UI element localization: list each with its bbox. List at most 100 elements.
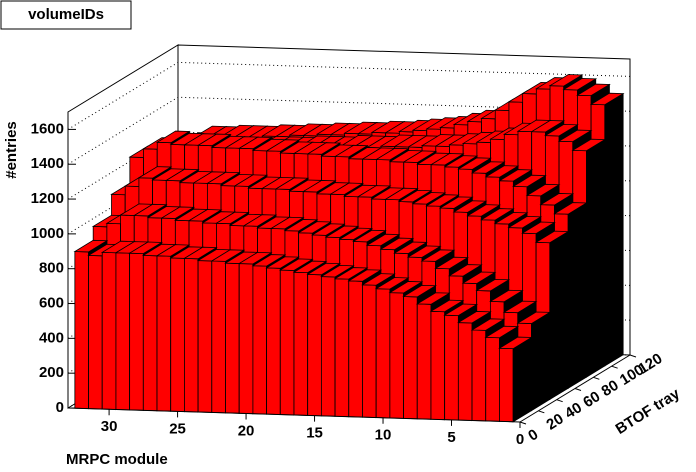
bar-top <box>215 211 250 225</box>
bar-top <box>544 123 579 137</box>
bar-top <box>470 161 506 174</box>
bar-top <box>347 269 383 282</box>
bar-top <box>516 311 552 324</box>
bar-side <box>604 92 624 367</box>
bar-front <box>129 252 144 411</box>
bar-side <box>531 311 551 412</box>
bar-top <box>210 249 246 262</box>
bar-top <box>132 203 168 217</box>
y-tick-label: 40 <box>562 399 585 422</box>
bar-top <box>461 271 497 284</box>
bar-top <box>356 185 392 198</box>
x-tick-label: 20 <box>238 422 255 439</box>
bar-top <box>329 182 365 196</box>
bar-top <box>393 241 428 254</box>
bar-front <box>334 278 350 418</box>
bar-front <box>403 296 418 420</box>
bar-front <box>170 257 185 413</box>
bar-top <box>397 189 433 203</box>
bar-top <box>498 336 533 350</box>
bar-top <box>283 219 319 232</box>
bar-front <box>444 314 459 421</box>
bar-top <box>402 284 437 298</box>
bar-top <box>402 150 438 163</box>
bar-top <box>292 260 328 274</box>
bar-front <box>74 251 89 410</box>
z-tick-label: 1200 <box>31 190 64 207</box>
bar-side <box>567 202 587 389</box>
x-tick-label: 10 <box>375 427 392 444</box>
z-tick-label: 1600 <box>31 120 64 137</box>
grid-line <box>67 61 631 130</box>
bar-top <box>452 200 488 213</box>
bar-front <box>293 271 309 416</box>
y-tick <box>538 410 545 414</box>
bar-top <box>238 136 273 150</box>
bar-top <box>338 227 374 241</box>
x-axis <box>67 407 521 423</box>
bar-top <box>352 229 387 243</box>
bar-top <box>301 180 337 193</box>
y-tick <box>629 354 637 358</box>
bar-top <box>557 129 593 143</box>
y-tick <box>556 399 563 403</box>
bar-top <box>278 258 314 271</box>
bar-top <box>493 212 529 225</box>
bar-front <box>457 322 473 421</box>
z-tick-label: 1400 <box>31 155 64 172</box>
bar-top <box>553 202 588 215</box>
bar-top <box>183 246 218 260</box>
title-box <box>0 0 132 30</box>
bar-top <box>521 221 556 235</box>
bar-front <box>238 263 254 415</box>
bar-top <box>443 155 479 168</box>
bar-top <box>196 133 232 147</box>
bar-front <box>430 310 446 421</box>
bar-top <box>530 120 566 133</box>
bar-front <box>307 273 322 417</box>
bar-top <box>571 138 607 152</box>
bar-front <box>225 262 240 414</box>
bar-top <box>420 249 456 262</box>
bar-top <box>251 254 287 267</box>
bar-top <box>562 78 598 91</box>
bar-front <box>389 292 404 419</box>
y-tick <box>611 365 618 369</box>
bar-top <box>374 277 410 290</box>
bar-top <box>361 273 396 286</box>
bar-front <box>101 251 117 410</box>
bar-top <box>539 193 575 206</box>
z-tick-label: 400 <box>39 329 64 346</box>
bar-front <box>211 260 226 414</box>
bar-top <box>457 157 492 170</box>
bar <box>498 336 533 423</box>
bar-front <box>320 276 336 417</box>
bar-top <box>525 183 561 197</box>
bar-front <box>266 267 281 415</box>
bar-top <box>137 166 173 179</box>
bar-front <box>348 280 363 418</box>
bar-top <box>324 225 360 238</box>
bar-top <box>548 74 584 87</box>
bar-top <box>429 299 465 313</box>
bar-top <box>434 256 469 270</box>
bar-top <box>466 204 502 217</box>
bar-front <box>184 257 199 413</box>
bar-top <box>475 278 511 292</box>
bar-top <box>447 264 483 277</box>
bar-top <box>457 311 492 324</box>
bar-top <box>484 165 520 178</box>
bar-side <box>512 336 532 423</box>
x-tick-label: 25 <box>169 420 186 437</box>
x-tick-label: 0 <box>516 431 524 448</box>
bar-top <box>415 292 451 305</box>
chart-title: volumeIDs <box>28 6 104 23</box>
bar-front <box>471 329 487 422</box>
bar-top <box>297 221 333 234</box>
y-tick <box>574 388 582 391</box>
z-tick-label: 800 <box>39 260 64 277</box>
bar-front <box>362 284 377 418</box>
grid-line <box>67 96 631 165</box>
bar-top <box>479 208 515 221</box>
